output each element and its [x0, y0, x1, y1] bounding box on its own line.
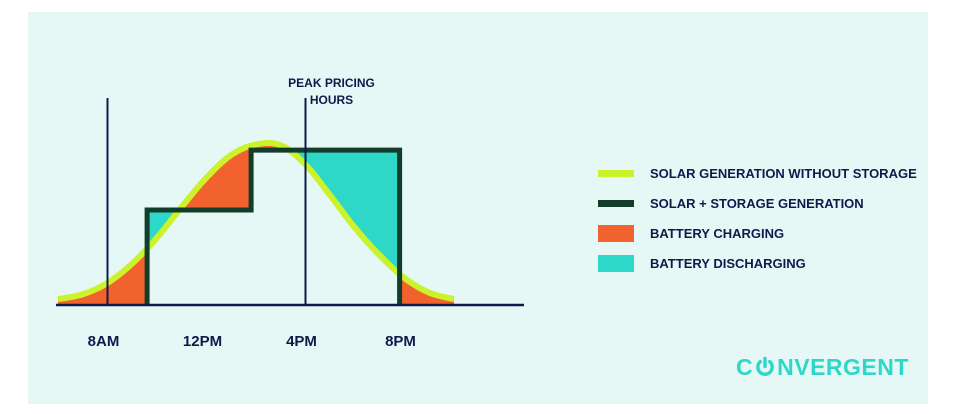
legend-label: SOLAR + STORAGE GENERATION — [650, 195, 864, 211]
convergent-logo: C NVERGENT — [736, 354, 909, 381]
battery-charging-area — [179, 143, 289, 210]
reference-lines — [106, 98, 307, 304]
legend-swatch-teal — [598, 254, 634, 272]
x-tick-labels: 8AM 12PM 4PM 8PM — [88, 333, 416, 350]
logo-text-end: NVERGENT — [777, 354, 909, 380]
legend-swatch-orange — [598, 224, 634, 242]
solar-generation-line — [55, 140, 457, 303]
legend-label: BATTERY DISCHARGING — [650, 255, 806, 271]
peak-pricing-annotation: PEAK PRICING HOURS — [288, 76, 375, 107]
chart-svg: 8AM 12PM 4PM 8PM PEAK PRICING HOURS — [55, 76, 524, 350]
battery-charging-area — [58, 248, 148, 304]
peak-pricing-label: HOURS — [310, 93, 353, 107]
logo-text-start: C — [736, 354, 754, 380]
solar-storage-step-line — [144, 147, 403, 304]
x-tick-label: 4PM — [286, 333, 317, 350]
legend-swatch-dark-line — [598, 199, 634, 207]
legend-item-battery-discharging: BATTERY DISCHARGING — [598, 248, 917, 278]
x-tick-label: 8AM — [88, 333, 120, 350]
chart-card: 8AM 12PM 4PM 8PM PEAK PRICING HOURS SOLAR GE… — [28, 12, 928, 404]
x-tick-label: 12PM — [183, 333, 222, 350]
power-icon — [756, 356, 775, 376]
legend: SOLAR GENERATION WITHOUT STORAGE SOLAR +… — [598, 158, 917, 278]
legend-item-battery-charging: BATTERY CHARGING — [598, 218, 917, 248]
peak-pricing-label: PEAK PRICING — [288, 76, 375, 90]
legend-label: BATTERY CHARGING — [650, 225, 785, 241]
x-tick-label: 8PM — [385, 333, 416, 350]
legend-item-solar-without-storage: SOLAR GENERATION WITHOUT STORAGE — [598, 158, 917, 188]
series-lines — [55, 140, 457, 304]
legend-swatch-lime-line — [598, 169, 634, 177]
legend-label: SOLAR GENERATION WITHOUT STORAGE — [650, 165, 917, 181]
fill-areas — [58, 143, 454, 304]
legend-item-solar-plus-storage: SOLAR + STORAGE GENERATION — [598, 188, 917, 218]
